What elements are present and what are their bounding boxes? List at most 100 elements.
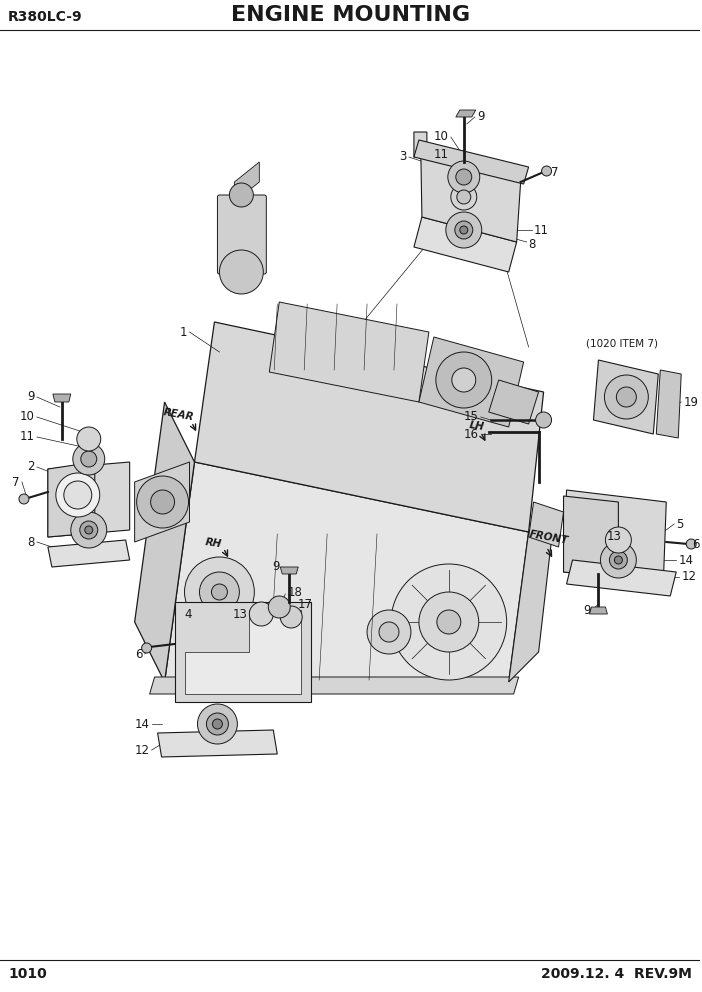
Circle shape — [280, 606, 303, 628]
Circle shape — [151, 490, 175, 514]
Circle shape — [197, 704, 237, 744]
Circle shape — [206, 713, 228, 735]
Text: (1020 ITEM 7): (1020 ITEM 7) — [586, 339, 658, 349]
Polygon shape — [157, 730, 277, 757]
Text: 8: 8 — [529, 237, 536, 251]
FancyBboxPatch shape — [218, 195, 266, 274]
Polygon shape — [509, 522, 554, 682]
Circle shape — [367, 610, 411, 654]
Circle shape — [536, 412, 552, 428]
Text: 7: 7 — [13, 475, 20, 488]
Text: ENGINE MOUNTING: ENGINE MOUNTING — [230, 5, 470, 25]
Circle shape — [437, 610, 461, 634]
Text: 12: 12 — [681, 570, 696, 583]
Circle shape — [81, 451, 97, 467]
Circle shape — [448, 161, 479, 193]
Circle shape — [460, 226, 468, 234]
Text: 15: 15 — [464, 411, 479, 424]
Circle shape — [185, 557, 254, 627]
Polygon shape — [567, 560, 676, 596]
Text: 9: 9 — [583, 603, 590, 616]
Text: R380LC-9: R380LC-9 — [8, 10, 83, 24]
Text: 18: 18 — [287, 585, 302, 598]
Polygon shape — [185, 610, 301, 694]
Text: 14: 14 — [135, 717, 150, 730]
Polygon shape — [53, 394, 71, 402]
Text: 8: 8 — [27, 536, 35, 549]
Circle shape — [137, 476, 189, 528]
Polygon shape — [489, 380, 538, 424]
Text: 6: 6 — [692, 538, 700, 551]
Polygon shape — [590, 607, 607, 614]
Circle shape — [213, 719, 223, 729]
Circle shape — [211, 584, 227, 600]
Text: 11: 11 — [534, 223, 548, 236]
Polygon shape — [48, 462, 130, 537]
Text: 9: 9 — [272, 560, 279, 573]
Text: FRONT: FRONT — [529, 530, 569, 546]
Circle shape — [451, 184, 477, 210]
Polygon shape — [48, 540, 130, 567]
Circle shape — [64, 481, 92, 509]
Text: REAR: REAR — [163, 407, 195, 422]
Polygon shape — [564, 490, 666, 584]
Text: 11: 11 — [20, 431, 35, 443]
Circle shape — [199, 572, 239, 612]
Circle shape — [249, 602, 273, 626]
Text: 10: 10 — [434, 131, 449, 144]
Text: 4: 4 — [184, 607, 192, 621]
Text: 2009.12. 4  REV.9M: 2009.12. 4 REV.9M — [541, 967, 692, 981]
Polygon shape — [419, 337, 524, 427]
Polygon shape — [135, 462, 190, 542]
Text: 9: 9 — [27, 391, 35, 404]
Circle shape — [142, 643, 152, 653]
Text: 7: 7 — [550, 166, 558, 179]
Circle shape — [419, 592, 479, 652]
Circle shape — [604, 375, 649, 419]
Circle shape — [600, 542, 636, 578]
Circle shape — [56, 473, 100, 517]
Polygon shape — [48, 462, 95, 537]
Polygon shape — [414, 140, 529, 184]
Circle shape — [687, 539, 696, 549]
Polygon shape — [529, 502, 564, 547]
Text: 16: 16 — [464, 428, 479, 440]
Circle shape — [80, 521, 98, 539]
Circle shape — [452, 368, 476, 392]
Polygon shape — [175, 602, 311, 702]
Circle shape — [85, 526, 93, 534]
Circle shape — [609, 551, 628, 569]
Polygon shape — [194, 322, 543, 532]
Polygon shape — [270, 302, 429, 402]
Polygon shape — [150, 677, 519, 694]
Text: 9: 9 — [477, 110, 484, 123]
Circle shape — [268, 596, 290, 618]
Polygon shape — [164, 462, 529, 682]
Polygon shape — [593, 360, 658, 434]
Circle shape — [541, 166, 552, 176]
Text: 19: 19 — [683, 396, 698, 409]
Circle shape — [616, 387, 636, 407]
Polygon shape — [456, 110, 476, 117]
Text: 2: 2 — [27, 460, 35, 473]
Text: 1010: 1010 — [8, 967, 47, 981]
Circle shape — [391, 564, 507, 680]
Polygon shape — [414, 132, 521, 242]
Circle shape — [77, 427, 101, 451]
Text: 13: 13 — [607, 531, 621, 544]
Circle shape — [73, 443, 105, 475]
Text: 10: 10 — [20, 411, 35, 424]
Circle shape — [614, 556, 623, 564]
Polygon shape — [414, 217, 517, 272]
Text: LH: LH — [469, 420, 485, 432]
Polygon shape — [564, 496, 618, 578]
Text: 5: 5 — [676, 518, 684, 531]
Polygon shape — [234, 162, 259, 202]
Circle shape — [455, 221, 472, 239]
Polygon shape — [135, 402, 194, 682]
Text: 13: 13 — [232, 607, 247, 621]
Text: 11: 11 — [434, 148, 449, 161]
Circle shape — [230, 183, 253, 207]
Text: RH: RH — [204, 537, 223, 549]
Circle shape — [605, 527, 631, 553]
